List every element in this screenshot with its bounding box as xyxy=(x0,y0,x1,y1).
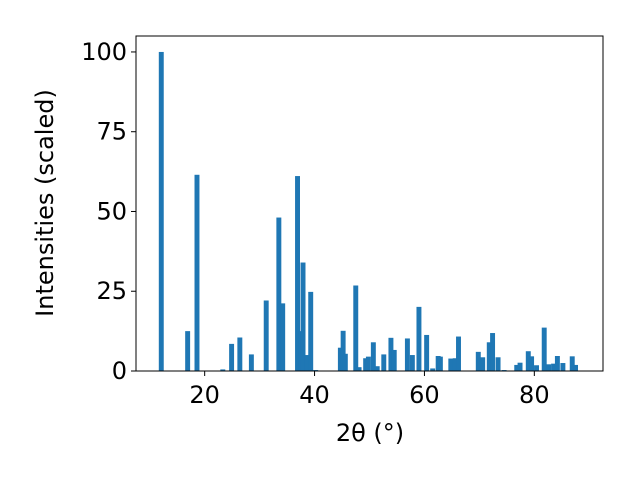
bar xyxy=(194,174,200,371)
bar xyxy=(356,367,362,371)
y-tick-label: 25 xyxy=(96,277,127,305)
x-tick-label: 80 xyxy=(519,381,550,409)
bar xyxy=(534,365,539,371)
y-tick-label: 50 xyxy=(96,197,127,225)
bar xyxy=(554,356,560,371)
bar xyxy=(229,343,235,371)
bar xyxy=(416,306,422,371)
bar xyxy=(514,364,520,371)
bar xyxy=(370,342,376,371)
bar xyxy=(388,337,394,371)
bar xyxy=(374,366,380,371)
bar xyxy=(158,51,164,371)
bar xyxy=(486,342,492,371)
x-axis-ticks: 20 40 60 80 xyxy=(189,371,550,409)
bar xyxy=(517,362,523,371)
bar xyxy=(391,349,397,371)
plot-frame xyxy=(135,35,604,372)
bar xyxy=(569,356,575,371)
bar xyxy=(475,351,481,371)
bar xyxy=(300,262,306,371)
bar xyxy=(495,357,501,371)
bar xyxy=(363,358,369,371)
bar xyxy=(304,355,310,371)
y-tick-label: 75 xyxy=(96,118,127,146)
bar xyxy=(295,176,300,371)
bar xyxy=(456,336,461,371)
bar xyxy=(573,364,579,371)
y-tick-label: 0 xyxy=(112,357,127,385)
y-tick-label: 100 xyxy=(81,38,127,66)
bar xyxy=(448,358,454,371)
bar xyxy=(525,351,531,371)
x-tick-label: 40 xyxy=(299,381,330,409)
bar xyxy=(263,300,269,371)
bar xyxy=(340,330,346,371)
bar xyxy=(276,217,282,371)
x-tick-label: 60 xyxy=(409,381,440,409)
bar xyxy=(541,327,547,371)
bar xyxy=(409,355,415,371)
bar xyxy=(452,358,458,371)
bar xyxy=(237,337,243,371)
bar xyxy=(381,354,387,371)
bar xyxy=(480,357,486,371)
bar xyxy=(424,334,430,371)
bar xyxy=(342,353,348,371)
bar xyxy=(430,368,436,371)
bar xyxy=(353,285,359,371)
bar xyxy=(365,356,371,371)
y-axis-label: Intensities (scaled) xyxy=(31,89,59,317)
bar xyxy=(248,354,254,371)
bar xyxy=(220,369,226,371)
x-axis-label: 2θ (°) xyxy=(336,419,404,447)
y-axis-ticks: 0 25 50 75 100 xyxy=(81,38,136,385)
bar xyxy=(529,356,535,371)
bar xyxy=(551,363,557,371)
bar xyxy=(437,356,443,371)
bar xyxy=(560,363,566,371)
bar xyxy=(404,338,410,371)
bar xyxy=(546,364,552,371)
bar xyxy=(308,291,314,371)
bar xyxy=(280,303,286,371)
bar-series xyxy=(158,51,579,371)
bar xyxy=(185,331,191,371)
x-tick-label: 20 xyxy=(189,381,220,409)
bar xyxy=(337,347,343,371)
bar xyxy=(490,333,496,371)
